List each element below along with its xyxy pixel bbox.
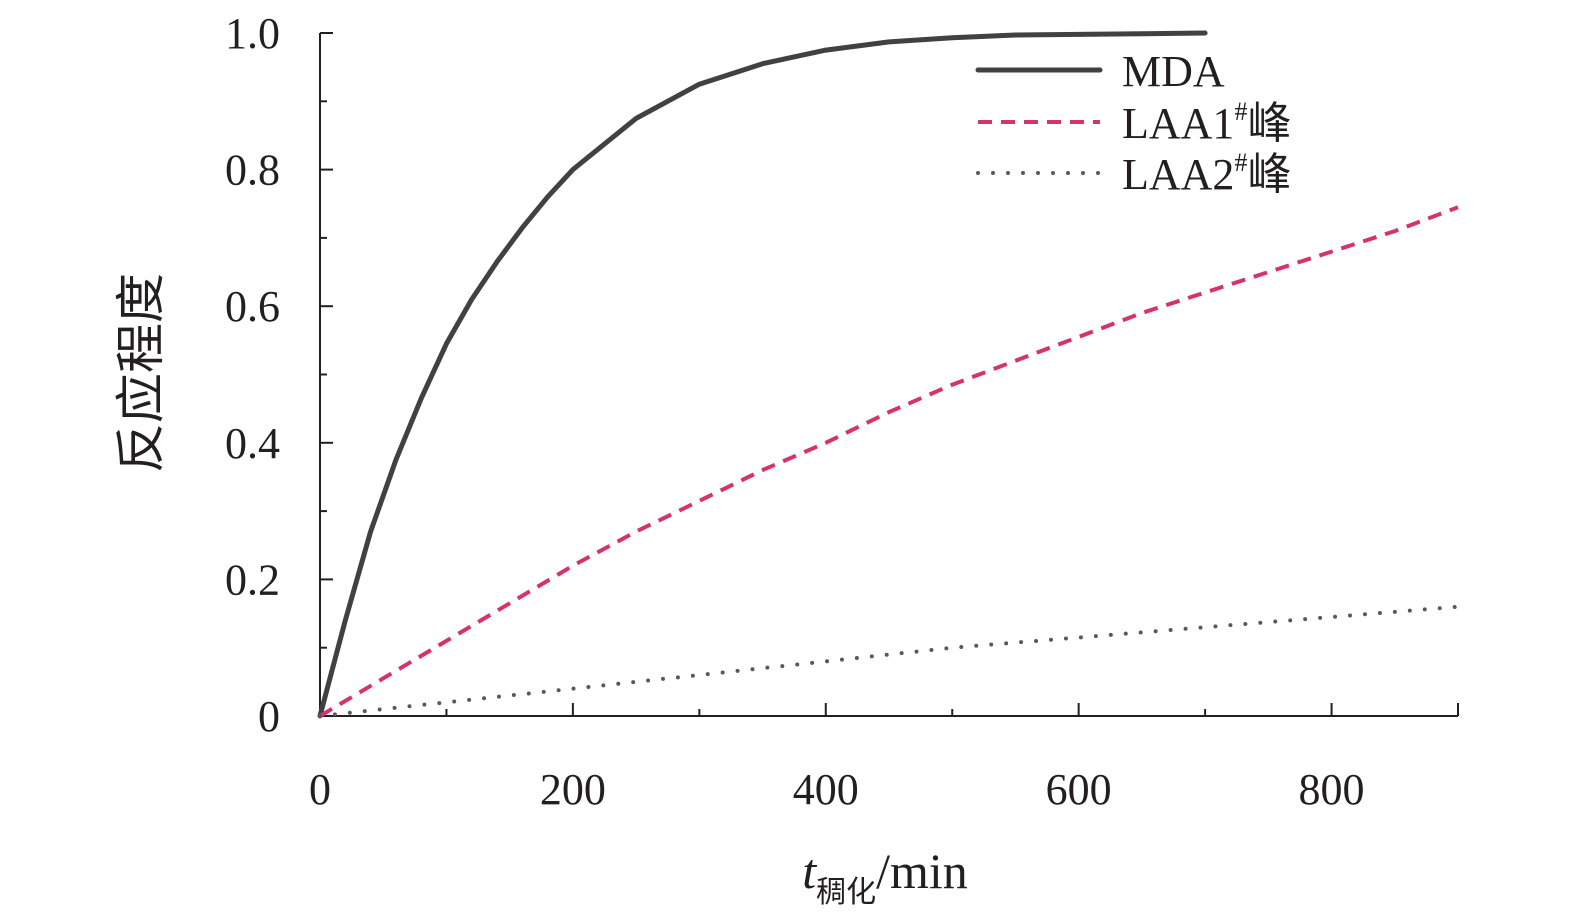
y-tick-label: 0.4: [225, 419, 280, 468]
y-tick-label: 0.6: [225, 282, 280, 331]
y-tick-label: 0.2: [225, 555, 280, 604]
series-line-2: [318, 604, 1460, 718]
legend-label-0: MDA: [1122, 47, 1225, 96]
series-line-1: [318, 205, 1459, 718]
x-tick-label: 400: [793, 765, 859, 814]
x-tick-label: 800: [1299, 765, 1365, 814]
x-tick-label: 600: [1046, 765, 1112, 814]
legend-label-2: LAA2#峰: [1122, 148, 1291, 199]
y-tick-label: 0: [258, 692, 280, 741]
series-line-0: [317, 30, 1208, 719]
plot-area: [317, 30, 1460, 719]
y-axis-title: 反应程度: [113, 273, 169, 473]
x-axis-title: t稠化/min: [802, 843, 968, 909]
axes: 0 200 400 600 800 0 0.2 0.4 0.6 0.8 1.0: [225, 9, 1459, 814]
x-tick-label: 0: [309, 765, 331, 814]
y-tick-label: 0.8: [225, 146, 280, 195]
y-tick-label: 1.0: [225, 9, 280, 58]
x-tick-label: 200: [540, 765, 606, 814]
legend-label-1: LAA1#峰: [1122, 97, 1291, 148]
